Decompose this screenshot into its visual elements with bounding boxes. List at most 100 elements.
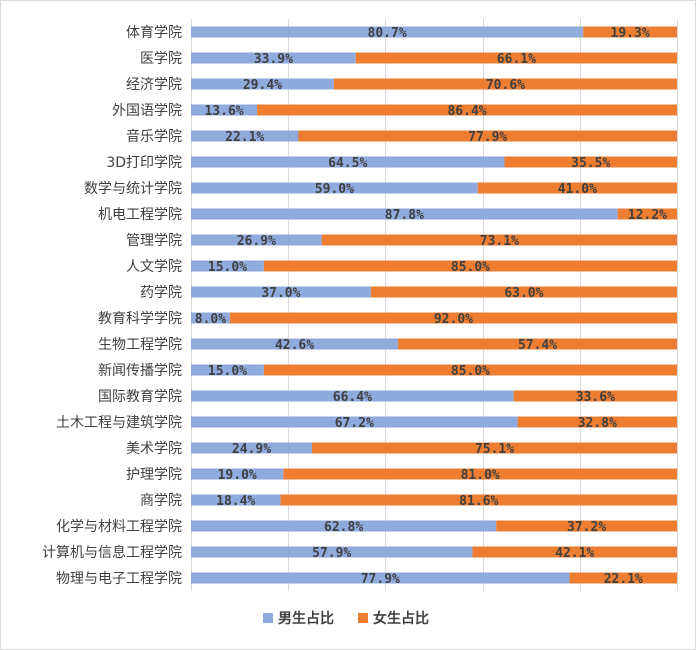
- data-label: 22.1%: [225, 130, 264, 145]
- category-label: 商学院: [140, 493, 182, 509]
- bar-male: [191, 104, 258, 116]
- data-label: 70.6%: [486, 78, 525, 93]
- category-label: 国际教育学院: [98, 389, 182, 405]
- data-label: 19.3%: [611, 26, 650, 41]
- bar-male: [191, 416, 518, 428]
- category-label: 美术学院: [126, 441, 182, 457]
- data-label: 64.5%: [328, 156, 367, 171]
- category-label: 护理学院: [126, 467, 182, 483]
- bar-female: [312, 442, 677, 454]
- legend: 男生占比 女生占比: [263, 610, 429, 627]
- category-label: 体育学院: [126, 25, 182, 41]
- data-label: 42.6%: [275, 338, 314, 353]
- bar-male: [191, 494, 281, 506]
- data-label: 41.0%: [558, 182, 597, 197]
- bar-male: [191, 572, 570, 584]
- data-label: 12.2%: [628, 208, 667, 223]
- data-label: 73.1%: [480, 234, 519, 249]
- category-label: 机电工程学院: [98, 207, 182, 223]
- data-label: 67.2%: [335, 416, 374, 431]
- data-label: 80.7%: [368, 26, 407, 41]
- category-label: 经济学院: [126, 77, 182, 93]
- bar-female: [280, 494, 677, 506]
- category-label: 外国语学院: [112, 103, 182, 119]
- category-label: 人文学院: [126, 259, 182, 275]
- data-label: 87.8%: [385, 208, 424, 223]
- bar-female: [569, 572, 677, 584]
- data-label: 8.0%: [195, 312, 226, 327]
- bar-female: [472, 546, 677, 558]
- bar-female: [583, 26, 677, 38]
- data-label: 29.4%: [243, 78, 282, 93]
- data-label: 26.9%: [237, 234, 276, 249]
- category-label: 化学与材料工程学院: [56, 519, 182, 535]
- data-label: 85.0%: [451, 364, 490, 379]
- data-label: 22.1%: [604, 572, 643, 587]
- bar-female: [617, 208, 677, 220]
- data-label: 66.1%: [497, 52, 536, 67]
- legend-swatch: [263, 613, 273, 623]
- data-label: 57.9%: [312, 546, 351, 561]
- data-label: 19.0%: [218, 468, 257, 483]
- data-label: 33.9%: [254, 52, 293, 67]
- legend-label: 女生占比: [373, 610, 429, 627]
- category-label: 计算机与信息工程学院: [42, 544, 182, 561]
- bar-male: [191, 468, 284, 480]
- bar-female: [263, 260, 677, 272]
- bar-female: [283, 468, 677, 480]
- data-label: 59.0%: [315, 182, 354, 197]
- data-label: 42.1%: [555, 546, 594, 561]
- data-label: 13.6%: [204, 104, 243, 119]
- category-label: 药学院: [140, 285, 182, 301]
- legend-label: 男生占比: [278, 610, 334, 627]
- bar-female: [333, 78, 677, 90]
- data-label: 24.9%: [232, 442, 271, 457]
- bar-female: [477, 182, 677, 194]
- data-label: 15.0%: [208, 364, 247, 379]
- bar-male: [191, 208, 618, 220]
- bar-male: [191, 338, 399, 350]
- bar-male: [191, 312, 230, 324]
- category-label: 教育科学学院: [98, 311, 182, 327]
- data-label: 66.4%: [333, 390, 372, 405]
- data-label: 92.0%: [434, 312, 473, 327]
- bar-female: [504, 156, 677, 168]
- data-label: 77.9%: [468, 130, 507, 145]
- data-label: 81.6%: [459, 494, 498, 509]
- data-label: 37.2%: [567, 520, 606, 535]
- bar-female: [229, 312, 677, 324]
- bars: [191, 26, 677, 584]
- data-label: 86.4%: [447, 104, 486, 119]
- bar-male: [191, 26, 584, 38]
- data-label: 33.6%: [576, 390, 615, 405]
- bar-male: [191, 52, 356, 64]
- bar-female: [321, 234, 677, 246]
- category-label: 3D打印学院: [106, 154, 182, 171]
- bar-male: [191, 364, 264, 376]
- category-label: 音乐学院: [126, 128, 182, 145]
- data-label: 18.4%: [216, 494, 255, 509]
- bar-male: [191, 520, 497, 532]
- category-label: 新闻传播学院: [98, 363, 182, 379]
- data-label: 35.5%: [571, 156, 610, 171]
- data-label: 32.8%: [578, 416, 617, 431]
- bar-male: [191, 260, 264, 272]
- category-label: 数学与统计学院: [84, 181, 182, 197]
- bar-male: [191, 286, 371, 298]
- bar-female: [355, 52, 677, 64]
- bar-female: [370, 286, 677, 298]
- category-label: 物理与电子工程学院: [56, 571, 182, 587]
- bar-female: [513, 390, 677, 402]
- category-label: 医学院: [140, 51, 182, 67]
- data-label: 57.4%: [518, 338, 557, 353]
- value-labels: 80.7% 19.3% 33.9% 66.1% 29.4% 70.6% 13.6% 86.4%…: [195, 26, 667, 587]
- data-label: 62.8%: [324, 520, 363, 535]
- legend-swatch: [358, 613, 368, 623]
- bar-male: [191, 78, 334, 90]
- data-label: 81.0%: [461, 468, 500, 483]
- data-label: 85.0%: [451, 260, 490, 275]
- bar-male: [191, 130, 299, 142]
